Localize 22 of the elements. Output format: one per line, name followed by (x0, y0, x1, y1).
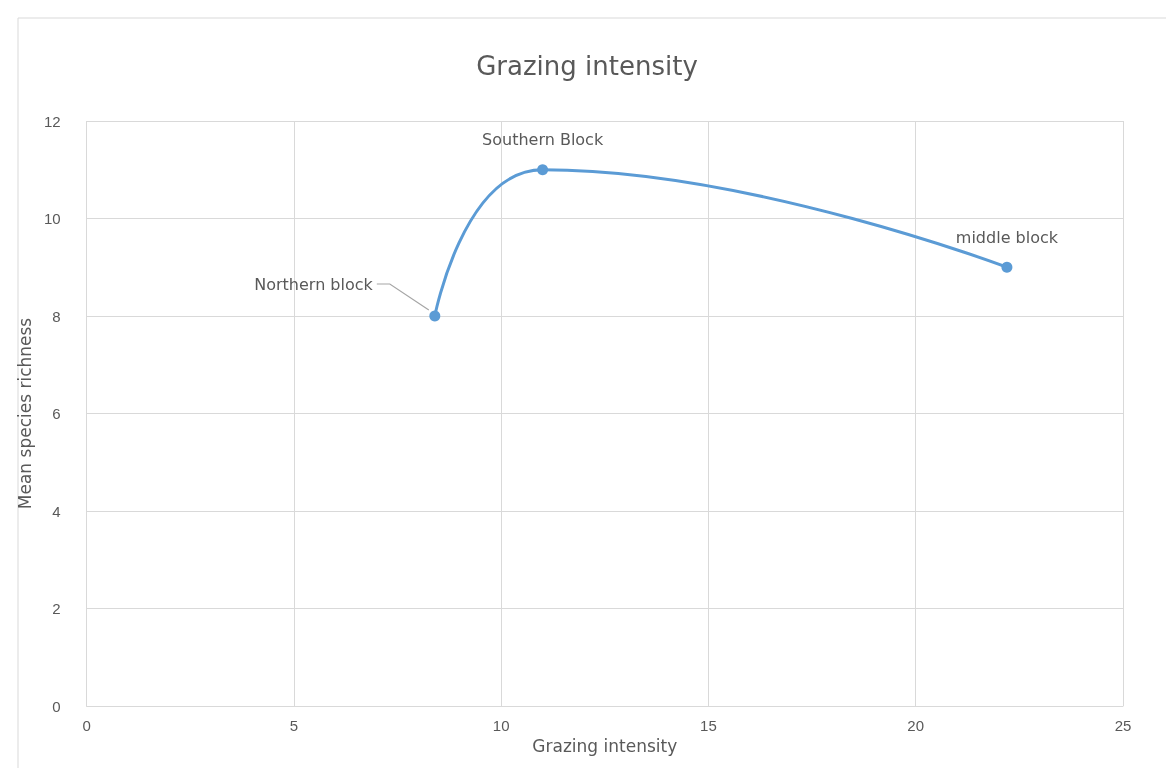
annotation: Northern block (254, 274, 374, 294)
y-tick-label: 12 (43, 112, 61, 130)
x-tick-label: 10 (492, 717, 510, 734)
x-axis-title: Grazing intensity (532, 736, 678, 757)
x-tick-label: 25 (1114, 717, 1132, 734)
x-tick-label: 20 (907, 717, 925, 734)
point (429, 310, 441, 322)
y-tick-label: 2 (52, 600, 61, 617)
annotation: middle block (955, 227, 1059, 247)
y-tick-label: 4 (52, 502, 61, 520)
y-tick-label: 10 (43, 210, 61, 227)
y-tick-label: 8 (52, 307, 61, 325)
annotation: Southern Block (482, 130, 604, 150)
y-axis-title: Mean species richness (14, 317, 35, 510)
point (1001, 261, 1013, 273)
chart-title: Grazing intensity (476, 51, 698, 81)
x-tick-label: 15 (700, 717, 717, 734)
y-tick-label: 6 (52, 405, 61, 422)
x-tick-label: 0 (82, 717, 91, 734)
x-tick-label: 5 (289, 717, 299, 734)
y-tick-label: 0 (52, 697, 61, 715)
point (537, 164, 549, 176)
